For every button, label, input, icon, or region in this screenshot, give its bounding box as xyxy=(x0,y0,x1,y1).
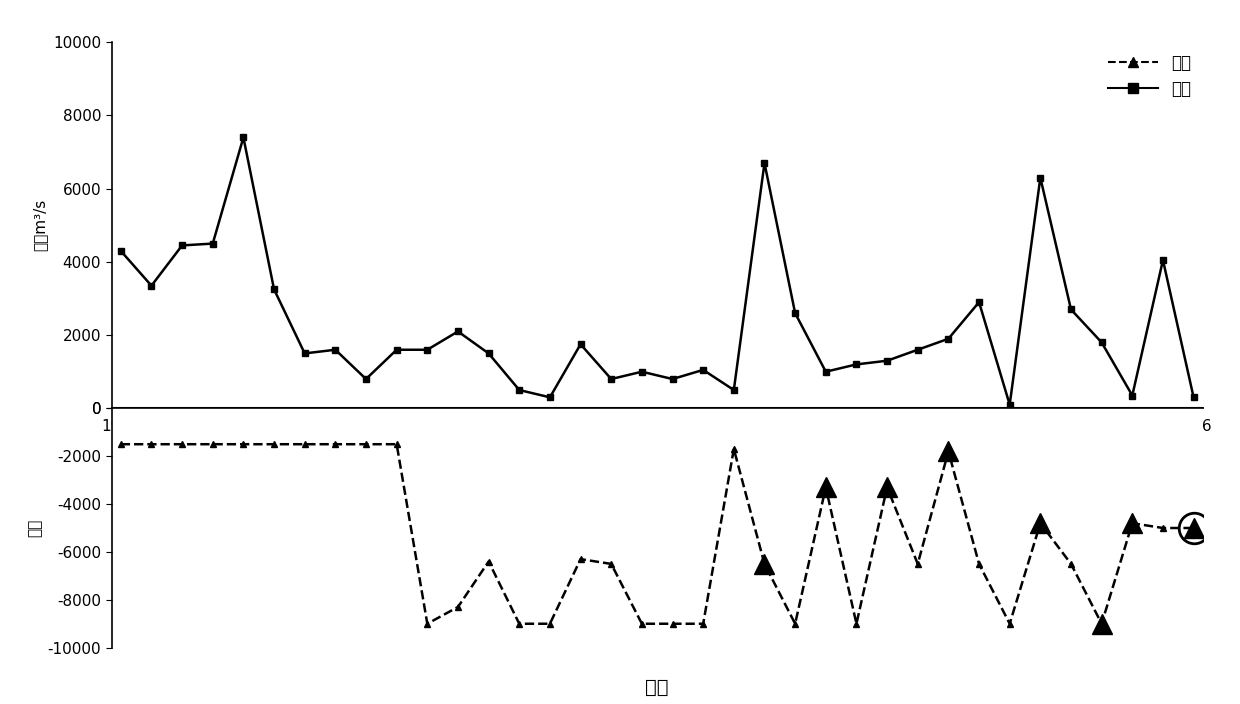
Y-axis label: 海温: 海温 xyxy=(27,519,42,537)
Text: 时间: 时间 xyxy=(646,678,668,697)
Legend: 海温, 流量: 海温, 流量 xyxy=(1101,47,1198,105)
Y-axis label: 流量m³/s: 流量m³/s xyxy=(32,199,47,251)
